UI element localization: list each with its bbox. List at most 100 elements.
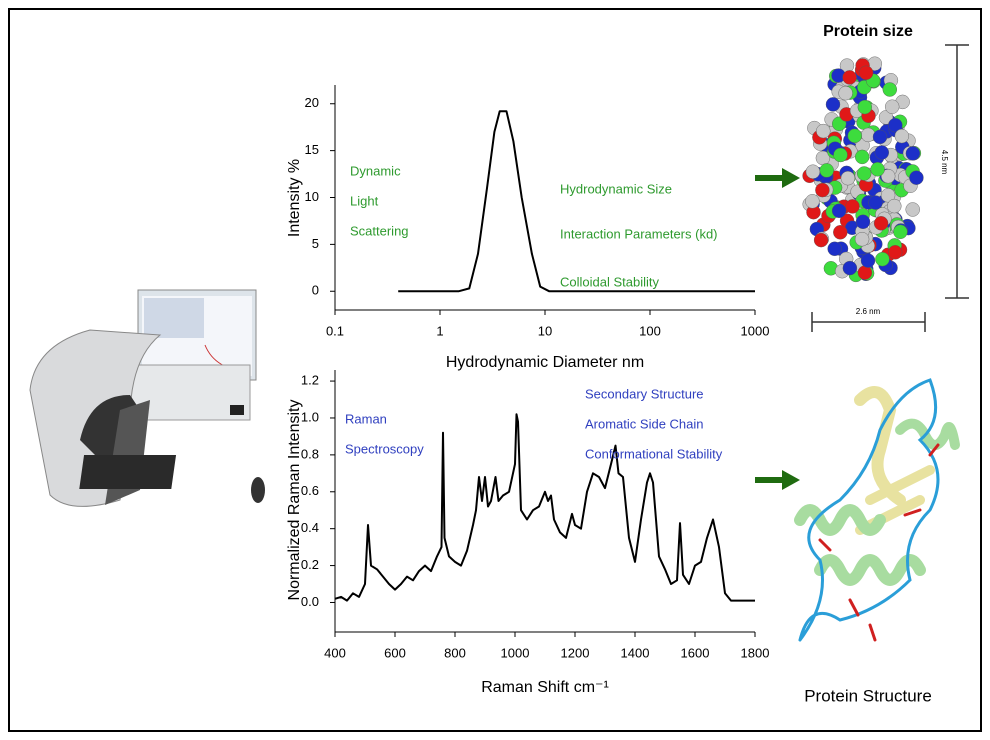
annotation: Conformational Stability [585,446,723,461]
atom [870,162,885,177]
atom [880,188,896,203]
atom [882,82,897,97]
x-tick-label: 1600 [681,645,710,660]
arrow-head [782,168,800,188]
annotation: Colloidal Stability [560,274,659,289]
atom [813,232,829,248]
y-tick-label: 0.0 [301,594,319,609]
port [230,405,244,415]
y-tick-label: 1.0 [301,409,319,424]
atom [857,265,873,280]
arrow-shaft [755,175,783,181]
annotation: Secondary Structure [585,386,704,401]
atom [885,99,900,114]
x-tick-label: 800 [444,645,466,660]
height-label: 4.5 nm [940,150,949,175]
protein-ribbon [794,378,960,642]
atom [805,194,820,209]
annotation: Hydrodynamic Size [560,181,672,196]
atom [857,166,872,181]
instrument [29,289,265,507]
atom [894,128,909,144]
y-tick-label: 10 [305,189,319,204]
atom [868,195,883,210]
loop [798,378,940,642]
x-tick-label: 100 [639,323,661,338]
atom [840,170,856,186]
atom [875,252,890,267]
atom [905,146,921,161]
x-tick-label: 1000 [741,323,770,338]
y-axis-title: Normalized Raman Intensity [286,400,303,601]
atom [845,199,860,214]
y-tick-label: 5 [312,236,319,251]
atom [874,145,889,160]
protein-sphere [802,56,924,283]
helix [814,554,926,586]
y-tick-label: 0.2 [301,557,319,572]
atom [842,70,857,85]
atom [827,241,842,257]
atom [860,253,876,268]
x-tick-label: 600 [384,645,406,660]
atom [855,214,871,230]
keyboard [79,455,177,489]
atom [881,168,896,184]
annotation: Interaction Parameters (kd) [560,226,718,241]
x-tick-label: 1800 [741,645,770,660]
atom [855,149,870,165]
data-line [334,413,755,602]
protein-size-label: Protein size [823,23,913,40]
controller [124,364,251,421]
arrows [755,168,800,490]
atom [857,99,872,115]
atom [831,203,847,219]
annotation: Dynamic [350,163,401,178]
x-tick-label: 1400 [621,645,650,660]
helix [794,504,886,536]
atom [833,225,848,240]
atom [909,170,924,185]
arrow-shaft [755,477,783,483]
y-tick-label: 0.8 [301,446,319,461]
mouse [251,477,265,503]
y-tick-label: 0.4 [301,520,319,535]
y-tick-label: 20 [305,95,319,110]
atom [838,85,853,101]
width-label: 2.6 nm [856,307,881,316]
data-line [398,110,755,293]
side-chains [818,443,940,642]
atom [842,260,858,276]
arrow-head [782,470,800,490]
atom [815,182,830,198]
y-tick-label: 0 [312,283,319,298]
screen-panel [144,298,204,338]
y-axis-title: Intensity % [286,159,303,237]
annotation: Aromatic Side Chain [585,416,704,431]
y-tick-label: 0.6 [301,483,319,498]
atom [819,163,834,178]
scale-bars [811,44,969,332]
x-axis-title: Hydrodynamic Diameter nm [446,354,644,371]
atom [847,128,862,144]
x-tick-label: 0.1 [326,323,344,338]
frame [8,8,982,732]
atom [893,224,908,240]
atom [858,65,874,81]
annotation: Light [350,193,379,208]
atom [854,231,870,247]
atom [805,164,821,179]
atom [825,97,841,112]
y-tick-label: 15 [305,142,319,157]
atom [833,147,848,163]
atom [873,216,889,231]
atom [816,123,831,139]
x-tick-label: 1000 [501,645,530,660]
x-axis-title: Raman Shift cm⁻¹ [481,679,609,696]
x-tick-label: 1 [436,323,443,338]
x-tick-label: 1200 [561,645,590,660]
helix [895,418,960,450]
x-tick-label: 10 [538,323,552,338]
x-tick-label: 400 [324,645,346,660]
